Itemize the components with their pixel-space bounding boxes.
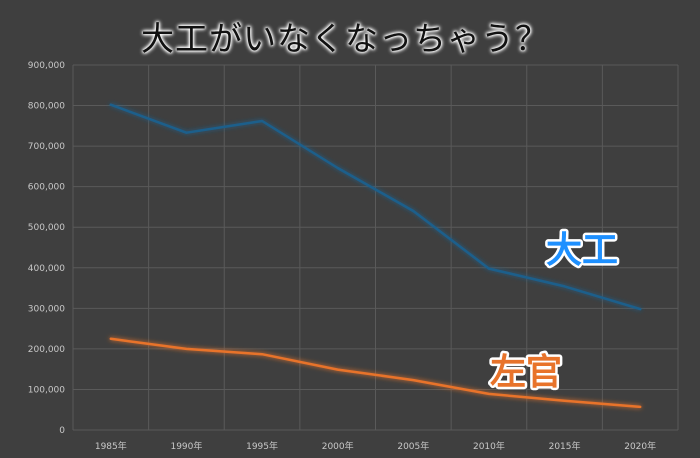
series-label-sakan: 左官: [490, 352, 562, 393]
series-label-daiku: 大工: [546, 230, 618, 271]
y-tick-label: 100,000: [28, 385, 65, 395]
series-line-sakan: [109, 337, 642, 409]
x-tick-label: 2020年: [624, 440, 656, 452]
y-tick-label: 700,000: [28, 142, 65, 152]
y-tick-label: 500,000: [28, 223, 65, 233]
x-tick-label: 2000年: [322, 440, 354, 452]
y-axis-ticks: 0 100,000 200,000 300,000 400,000 500,000 600,…: [28, 61, 65, 436]
x-tick-label: 2005年: [397, 440, 429, 452]
x-tick-label: 2010年: [473, 440, 505, 452]
y-tick-label: 0: [59, 426, 65, 436]
chart-title: 大工がいなくなっちゃう？: [141, 19, 549, 58]
grid-layer: [72, 64, 679, 431]
y-tick-label: 800,000: [28, 102, 65, 112]
x-axis-ticks: 1985年 1990年 1995年 2000年 2005年 2010年 2015年 2020年: [95, 440, 656, 452]
series-line-daiku: [109, 103, 642, 311]
x-tick-label: 1985年: [95, 440, 127, 452]
y-tick-label: 900,000: [28, 61, 65, 71]
y-tick-label: 300,000: [28, 304, 65, 314]
y-tick-label: 200,000: [28, 345, 65, 355]
x-tick-label: 1995年: [246, 440, 278, 452]
y-tick-label: 600,000: [28, 183, 65, 193]
series-layer: [109, 103, 642, 409]
y-tick-label: 400,000: [28, 264, 65, 274]
x-tick-label: 2015年: [549, 440, 581, 452]
x-tick-label: 1990年: [170, 440, 202, 452]
